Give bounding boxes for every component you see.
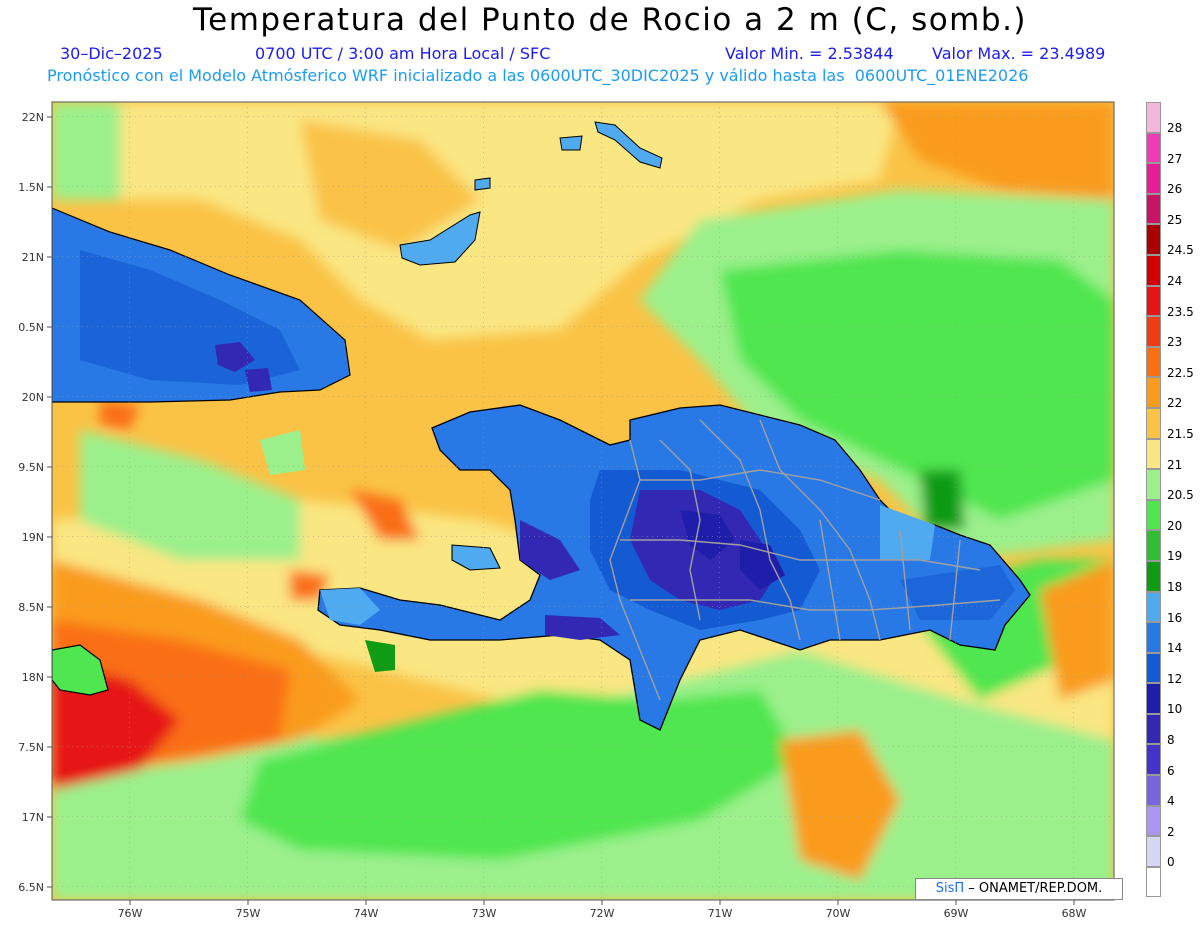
- legend-label: 22: [1167, 396, 1183, 411]
- legend-label: 27: [1167, 151, 1183, 166]
- legend-label: 21: [1167, 457, 1183, 472]
- longitude-labels: 76W 75W 74W 73W 72W 71W 70W 69W 68W: [118, 907, 1087, 920]
- credit-text: – ONAMET/REP.DOM.: [964, 881, 1103, 896]
- lon-label: 71W: [708, 907, 733, 920]
- legend-swatch: [1146, 346, 1161, 378]
- time-info: 0700 UTC / 3:00 am Hora Local / SFC: [255, 44, 551, 63]
- legend-swatch: [1146, 407, 1161, 439]
- legend-swatch: [1146, 316, 1161, 347]
- legend-label: 25: [1167, 212, 1183, 227]
- legend-swatch: [1146, 438, 1161, 470]
- legend-swatch: [1146, 469, 1161, 500]
- legend-swatch: [1146, 805, 1161, 837]
- legend-swatch: [1146, 193, 1161, 225]
- legend-swatch: [1146, 499, 1161, 531]
- legend-label: 19: [1167, 549, 1183, 564]
- map-title: Temperatura del Punto de Rocio a 2 m (C,…: [192, 2, 1028, 38]
- dewpoint-field: [52, 102, 1114, 900]
- legend-swatch: [1146, 285, 1161, 317]
- lat-label: 7.5N: [18, 741, 44, 754]
- legend-swatch: [1146, 713, 1161, 745]
- axis-ticks: [47, 116, 1075, 905]
- lon-label: 75W: [236, 907, 261, 920]
- legend-swatch: [1146, 132, 1161, 164]
- lat-label: 18N: [22, 671, 44, 684]
- legend-label: 23.5: [1167, 304, 1194, 319]
- credit-brand: SisΠ: [935, 881, 965, 896]
- lat-label: 17N: [22, 811, 44, 824]
- color-legend: [1146, 102, 1161, 898]
- legend-swatch: [1146, 652, 1161, 684]
- latitude-labels: 22N 1.5N 21N 0.5N 20N 9.5N 19N 8.5N 18N …: [18, 111, 44, 894]
- legend-swatch: [1146, 102, 1161, 133]
- legend-swatch: [1146, 530, 1161, 561]
- legend-label: 14: [1167, 641, 1183, 656]
- lon-label: 68W: [1062, 907, 1087, 920]
- lat-label: 21N: [22, 251, 44, 264]
- legend-label: 8: [1167, 733, 1175, 747]
- lon-label: 72W: [590, 907, 615, 920]
- max-value: Valor Max. = 23.4989: [932, 44, 1106, 63]
- lat-label: 19N: [22, 531, 44, 544]
- lon-label: 69W: [944, 907, 969, 920]
- legend-label: 16: [1167, 610, 1183, 625]
- legend-label: 24.5: [1167, 243, 1194, 258]
- legend-swatch: [1146, 622, 1161, 653]
- legend-swatch: [1146, 254, 1161, 286]
- lat-label: 0.5N: [18, 321, 44, 334]
- lat-label: 20N: [22, 391, 44, 404]
- legend-swatch: [1146, 591, 1161, 623]
- lon-label: 73W: [472, 907, 497, 920]
- lon-label: 76W: [118, 907, 143, 920]
- legend-label: 18: [1167, 580, 1183, 594]
- legend-label: 26: [1167, 182, 1183, 197]
- legend-label: 2: [1167, 824, 1175, 839]
- lon-label: 70W: [826, 907, 851, 920]
- legend-label: 21.5: [1167, 427, 1194, 441]
- legend-swatch: [1146, 775, 1161, 806]
- lat-label: 1.5N: [18, 181, 44, 194]
- lon-label: 74W: [354, 907, 379, 920]
- legend-swatch: [1146, 836, 1161, 867]
- legend-swatch: [1146, 377, 1161, 408]
- legend-swatch: [1146, 744, 1161, 776]
- legend-label: 0: [1167, 855, 1175, 870]
- legend-label: 20: [1167, 518, 1183, 533]
- min-value: Valor Min. = 2.53844: [725, 44, 894, 63]
- legend-label: 6: [1167, 763, 1175, 778]
- legend-swatch: [1146, 683, 1161, 714]
- legend-label: 23: [1167, 335, 1183, 350]
- legend-label: 24: [1167, 274, 1183, 288]
- forecast-info: Pronóstico con el Modelo Atmósferico WRF…: [47, 66, 1029, 85]
- lat-label: 22N: [22, 111, 44, 124]
- legend-swatch: [1146, 224, 1161, 255]
- legend-label: 22.5: [1167, 365, 1194, 380]
- legend-label: 12: [1167, 671, 1183, 686]
- legend-label: 10: [1167, 702, 1183, 717]
- legend-swatch: [1146, 163, 1161, 194]
- lat-label: 6.5N: [18, 881, 44, 894]
- lat-label: 8.5N: [18, 601, 44, 614]
- legend-label: 4: [1167, 794, 1175, 809]
- credit-box: SisΠ – ONAMET/REP.DOM.: [915, 878, 1123, 900]
- legend-swatch: [1146, 560, 1161, 592]
- date-label: 30–Dic–2025: [60, 44, 163, 63]
- legend-swatch: [1146, 866, 1161, 898]
- lat-label: 9.5N: [18, 461, 44, 474]
- legend-label: 28: [1167, 121, 1183, 135]
- legend-label: 20.5: [1167, 488, 1194, 503]
